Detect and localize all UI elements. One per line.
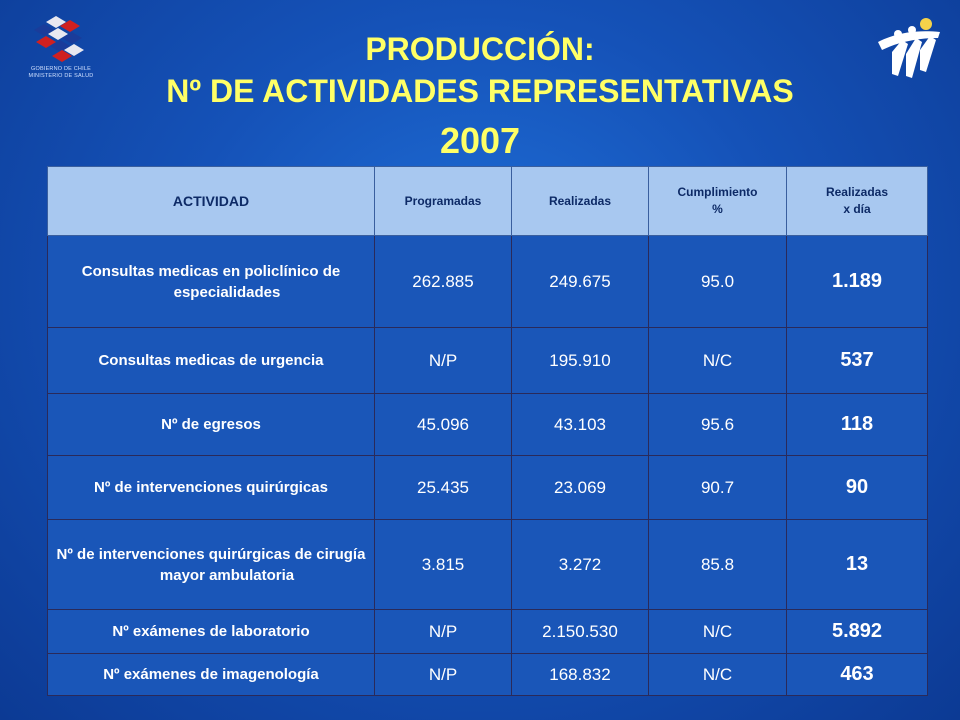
cell-actividad: Nº exámenes de laboratorio xyxy=(47,609,375,654)
table-row: Nº exámenes de imagenología N/P 168.832 … xyxy=(47,653,928,696)
cell-actividad: Consultas medicas de urgencia xyxy=(47,327,375,394)
cell-realizadas-por-dia: 1.189 xyxy=(786,235,928,328)
cell-cumplimiento: 95.0 xyxy=(648,235,787,328)
table-row: Nº exámenes de laboratorio N/P 2.150.530… xyxy=(47,609,928,654)
hospital-figures-logo-icon xyxy=(878,18,940,78)
header-cumplimiento-line2: % xyxy=(712,202,723,216)
gobierno-de-chile-logo: GOBIERNO DE CHILE MINISTERIO DE SALUD xyxy=(16,14,106,94)
cell-actividad-text: Nº exámenes de laboratorio xyxy=(112,623,310,640)
title-line-actividades: Nº DE ACTIVIDADES REPRESENTATIVAS xyxy=(166,73,794,109)
cell-programadas: 3.815 xyxy=(374,519,512,610)
cell-realizadas-por-dia: 463 xyxy=(786,653,928,696)
header-realizadas: Realizadas xyxy=(511,166,649,236)
cell-cumplimiento: 95.6 xyxy=(648,393,787,456)
cell-realizadas: 2.150.530 xyxy=(511,609,649,654)
page-title: PRODUCCIÓN: Nº DE ACTIVIDADES REPRESENTA… xyxy=(110,28,850,166)
cell-realizadas: 43.103 xyxy=(511,393,649,456)
cell-realizadas: 23.069 xyxy=(511,455,649,520)
header-cumplimiento: Cumplimiento % xyxy=(648,166,787,236)
cell-programadas: N/P xyxy=(374,653,512,696)
header-realizadas-por-dia: Realizadas x día xyxy=(786,166,928,236)
cell-programadas: 45.096 xyxy=(374,393,512,456)
cell-cumplimiento: N/C xyxy=(648,609,787,654)
header-actividad: ACTIVIDAD xyxy=(47,166,375,236)
cell-programadas: N/P xyxy=(374,327,512,394)
header-por-dia-line1: Realizadas xyxy=(825,185,889,199)
cell-realizadas-por-dia: 5.892 xyxy=(786,609,928,654)
cell-cumplimiento: 85.8 xyxy=(648,519,787,610)
cell-actividad-text: Nº exámenes de imagenología xyxy=(103,666,319,683)
cell-realizadas: 195.910 xyxy=(511,327,649,394)
cell-programadas: 25.435 xyxy=(374,455,512,520)
cell-programadas: N/P xyxy=(374,609,512,654)
table-row: Nº de intervenciones quirúrgicas 25.435 … xyxy=(47,455,928,520)
cell-realizadas: 249.675 xyxy=(511,235,649,328)
cell-actividad: Consultas medicas en policlínico de espe… xyxy=(47,235,375,328)
cell-actividad-text: Consultas medicas de urgencia xyxy=(98,352,324,369)
header-por-dia-line2: x día xyxy=(843,202,871,216)
cell-actividad: Nº exámenes de imagenología xyxy=(47,653,375,696)
cell-programadas: 262.885 xyxy=(374,235,512,328)
table-header-row: ACTIVIDAD Programadas Realizadas Cumplim… xyxy=(47,166,928,236)
hospital-logo xyxy=(868,14,948,92)
cell-cumplimiento: N/C xyxy=(648,653,787,696)
table-row: Consultas medicas en policlínico de espe… xyxy=(47,235,928,328)
cell-realizadas-por-dia: 13 xyxy=(786,519,928,610)
table-row: Nº de egresos 45.096 43.103 95.6 118 xyxy=(47,393,928,456)
header-programadas: Programadas xyxy=(374,166,512,236)
cell-realizadas-por-dia: 118 xyxy=(786,393,928,456)
cell-actividad: Nº de intervenciones quirúrgicas xyxy=(47,455,375,520)
cell-cumplimiento: N/C xyxy=(648,327,787,394)
cell-realizadas-por-dia: 537 xyxy=(786,327,928,394)
logo-caption-line2: MINISTERIO DE SALUD xyxy=(28,73,94,79)
cell-actividad-text: Consultas medicas en policlínico de espe… xyxy=(81,262,341,301)
cell-actividad-text: Nº de egresos xyxy=(161,416,261,433)
cell-actividad: Nº de egresos xyxy=(47,393,375,456)
gobierno-de-chile-logo-icon xyxy=(34,16,84,62)
cell-realizadas: 3.272 xyxy=(511,519,649,610)
header-cumplimiento-line1: Cumplimiento xyxy=(677,185,758,199)
title-line-produccion: PRODUCCIÓN: xyxy=(365,31,595,67)
cell-realizadas-por-dia: 90 xyxy=(786,455,928,520)
cell-actividad: Nº de intervenciones quirúrgicas de ciru… xyxy=(47,519,375,610)
cell-actividad-text: Nº de intervenciones quirúrgicas xyxy=(94,479,328,496)
table-row: Consultas medicas de urgencia N/P 195.91… xyxy=(47,327,928,394)
title-line-year: 2007 xyxy=(439,120,521,161)
cell-cumplimiento: 90.7 xyxy=(648,455,787,520)
table-row: Nº de intervenciones quirúrgicas de ciru… xyxy=(47,519,928,610)
cell-realizadas: 168.832 xyxy=(511,653,649,696)
logo-caption-line1: GOBIERNO DE CHILE xyxy=(31,66,91,72)
activities-table: ACTIVIDAD Programadas Realizadas Cumplim… xyxy=(47,166,928,696)
cell-actividad-text: Nº de intervenciones quirúrgicas de ciru… xyxy=(56,545,366,584)
